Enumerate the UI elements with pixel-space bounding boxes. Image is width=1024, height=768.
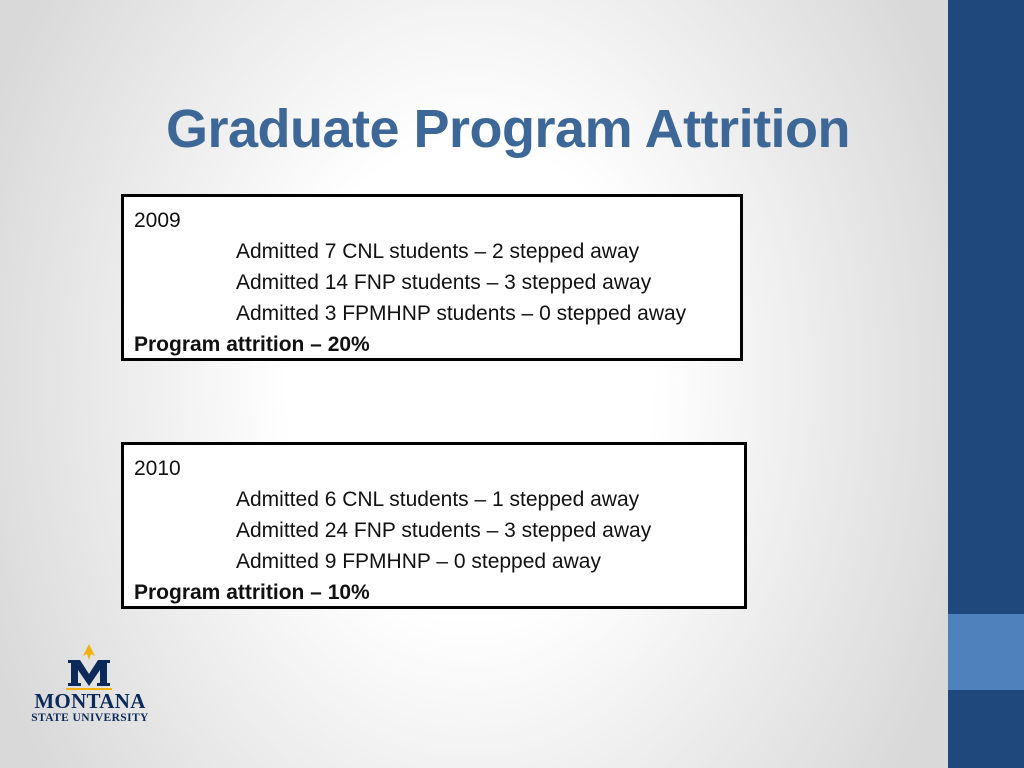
montana-state-logo: MONTANA STATE UNIVERSITY (22, 632, 158, 728)
attrition-summary: Program attrition – 10% (134, 581, 370, 604)
attrition-box-2009: 2009 Admitted 7 CNL students – 2 stepped… (121, 194, 743, 361)
admission-line: Admitted 6 CNL students – 1 stepped away (236, 488, 640, 511)
attrition-box-2010: 2010 Admitted 6 CNL students – 1 stepped… (121, 442, 747, 609)
admission-line: Admitted 14 FNP students – 3 stepped awa… (236, 271, 652, 294)
admission-line: Admitted 9 FPMHNP – 0 stepped away (236, 550, 601, 573)
attrition-summary: Program attrition – 20% (134, 333, 370, 356)
box-year: 2010 (134, 457, 181, 480)
admission-line: Admitted 7 CNL students – 2 stepped away (236, 240, 640, 263)
admission-line: Admitted 24 FNP students – 3 stepped awa… (236, 519, 652, 542)
slide-title: Graduate Program Attrition (165, 99, 851, 159)
logo-name: MONTANA (34, 689, 146, 713)
right-sidebar-accent (948, 614, 1024, 690)
logo-subname: STATE UNIVERSITY (31, 712, 149, 724)
montana-m-logo-icon (66, 644, 112, 690)
admission-line: Admitted 3 FPMHNP students – 0 stepped a… (236, 302, 687, 325)
box-year: 2009 (134, 209, 181, 232)
